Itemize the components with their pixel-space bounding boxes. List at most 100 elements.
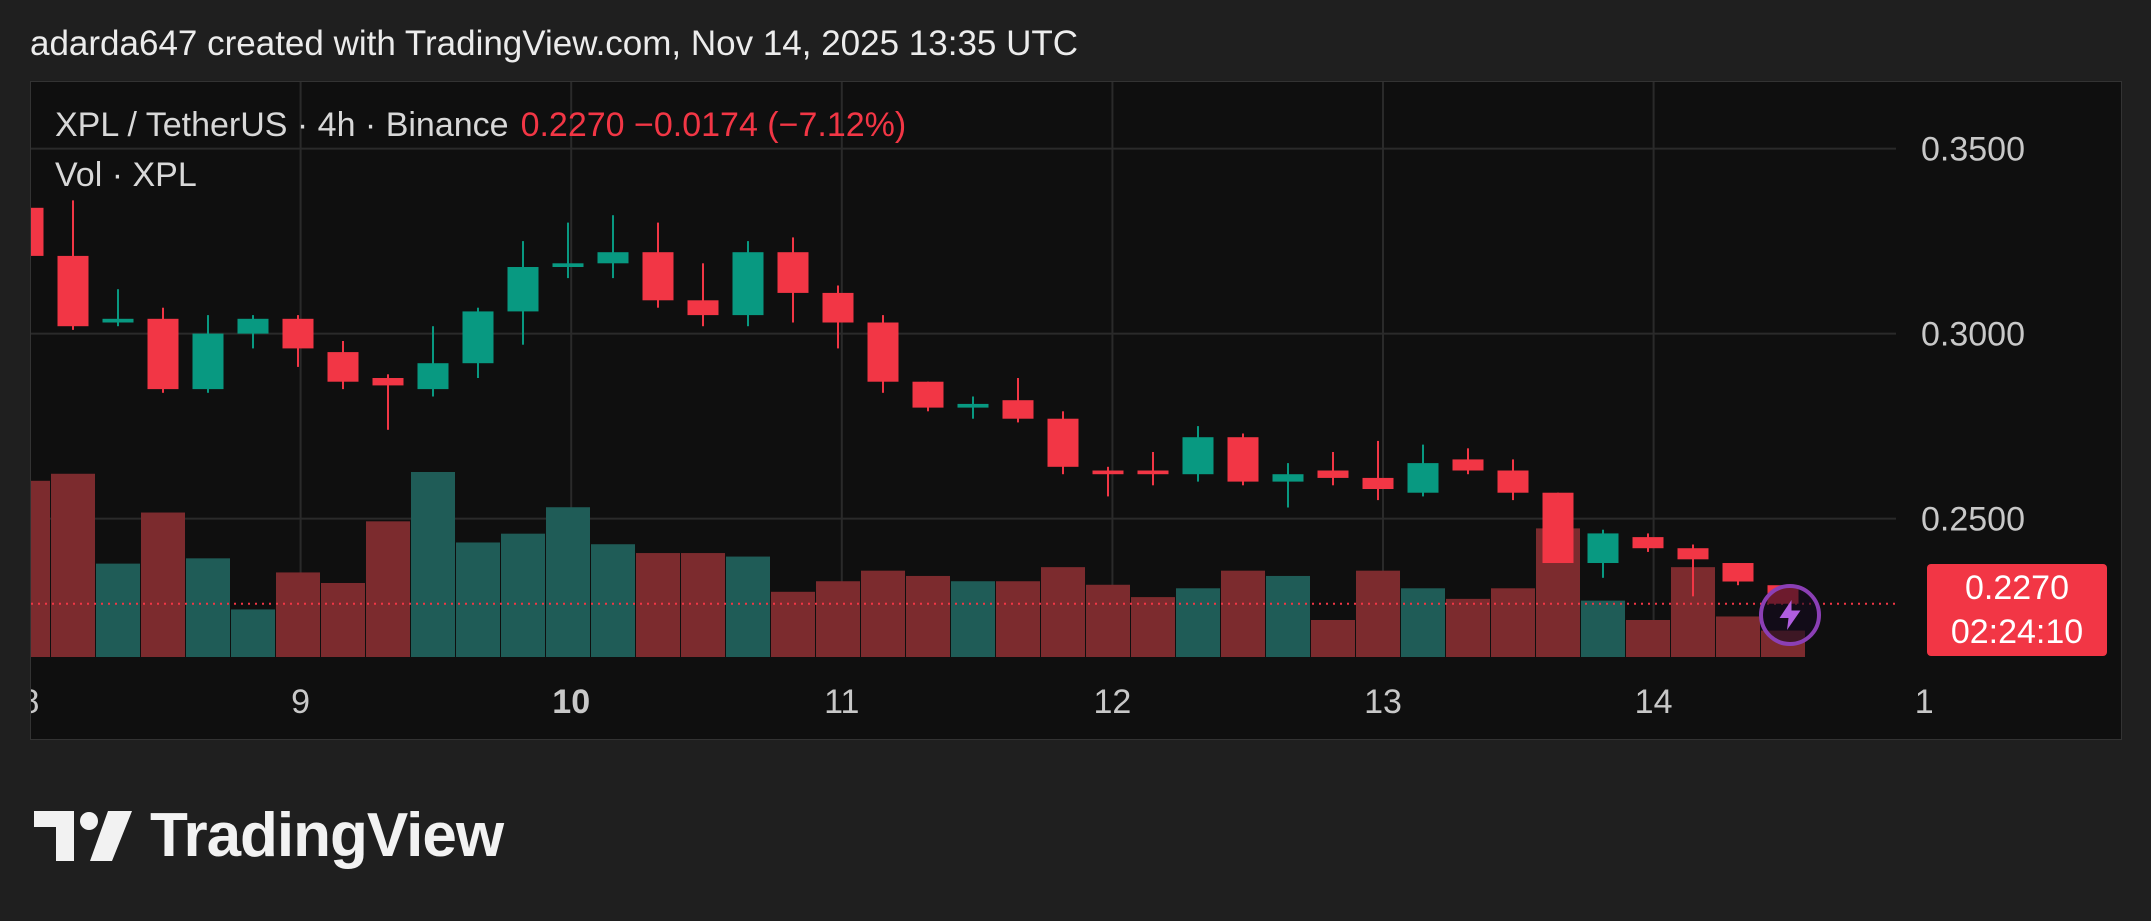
volume-bar (636, 553, 680, 657)
x-tick-label: 9 (291, 683, 310, 721)
candle-body (1137, 470, 1169, 475)
candle-body (1587, 533, 1619, 564)
volume-bar (591, 544, 635, 657)
candle-body (732, 252, 764, 316)
candle-body (1407, 463, 1439, 493)
volume-bar (1176, 588, 1220, 657)
candle-body (237, 318, 269, 334)
chart-caption: adarda647 created with TradingView.com, … (30, 24, 1079, 63)
x-tick-label: 13 (1364, 683, 1402, 721)
candle-body (57, 255, 89, 327)
y-tick-label: 0.2500 (1921, 501, 2025, 539)
x-tick-label: 11 (824, 683, 859, 721)
candle-body (1542, 492, 1574, 564)
candle-body (282, 318, 314, 349)
lightning-glyph (1779, 600, 1801, 630)
candle-body (1722, 563, 1754, 582)
volume-bar (231, 609, 275, 657)
volume-bar (501, 533, 545, 657)
candle-body (1182, 437, 1214, 475)
volume-bar (1716, 616, 1760, 657)
volume-bar (1041, 567, 1085, 657)
volume-bar (681, 553, 725, 657)
volume-bar (996, 581, 1040, 657)
volume-bar (906, 575, 950, 657)
x-tick-label: 10 (552, 683, 590, 721)
candle-body (1047, 418, 1079, 467)
volume-bar (771, 591, 815, 657)
volume-bar (1626, 620, 1670, 657)
candle-body (687, 300, 719, 316)
price-change: 0.2270 −0.0174 (−7.12%) (520, 106, 907, 144)
y-tick-label: 0.3500 (1921, 131, 2025, 169)
x-tick-label: 14 (1635, 683, 1673, 721)
candle-body (31, 207, 44, 256)
logo-text: TradingView (150, 801, 504, 870)
volume-bar (1086, 584, 1130, 657)
volume-bar (31, 480, 50, 657)
volume-bar (456, 542, 500, 657)
x-tick-label: 8 (31, 683, 39, 721)
candle-body (372, 378, 404, 386)
candle-body (1272, 474, 1304, 482)
last-price-value: 0.2270 (1965, 569, 2069, 607)
symbol-name[interactable]: XPL / TetherUS · 4h · Binance (55, 106, 509, 144)
grid (31, 82, 1896, 657)
volume-bar (951, 581, 995, 657)
candle-body (957, 403, 989, 408)
volume-bar (816, 581, 860, 657)
x-tick-label: 12 (1093, 683, 1131, 721)
y-tick-label: 0.3000 (1921, 316, 2025, 354)
candle-body (1092, 470, 1124, 475)
volume-bar (96, 563, 140, 657)
candle-body (1452, 459, 1484, 471)
volume-bar (51, 473, 95, 657)
candle-body (552, 263, 584, 268)
volume-bar (726, 556, 770, 657)
candle-body (192, 333, 224, 390)
last-price-badge: 0.2270 02:24:10 (1927, 564, 2107, 656)
volume-bar (1131, 597, 1175, 657)
volume-bar (141, 512, 185, 657)
volume-legend[interactable]: Vol · XPL (55, 156, 197, 194)
candle-body (1002, 400, 1034, 419)
candle-body (1317, 470, 1349, 478)
candle-body (1677, 548, 1709, 560)
candle-body (417, 363, 449, 390)
candle-body (507, 267, 539, 312)
volume-bar (1266, 575, 1310, 657)
candles (31, 200, 1799, 604)
candle-body (102, 318, 134, 323)
candle-body (912, 381, 944, 408)
candle-body (327, 352, 359, 382)
volume-bar (1491, 588, 1535, 657)
price-chart[interactable]: 0.3500 0.3000 0.2500 8 9 10 11 12 13 14 1 (31, 82, 2121, 739)
axis-labels: 0.3500 0.3000 0.2500 8 9 10 11 12 13 14 1 (31, 131, 2025, 721)
volume-bar (1446, 598, 1490, 657)
candle-body (642, 252, 674, 301)
candle-body (1227, 437, 1259, 482)
flash-icon[interactable] (1759, 584, 1821, 646)
x-tick-label: 1 (1915, 683, 1934, 721)
candle-body (867, 322, 899, 382)
symbol-legend: XPL / TetherUS · 4h · Binance 0.2270 −0.0… (55, 106, 906, 145)
volume-bar (186, 558, 230, 657)
volume-bar (1581, 600, 1625, 657)
candle-body (1632, 537, 1664, 549)
candle-body (147, 318, 179, 390)
chart-panel[interactable]: 0.3500 0.3000 0.2500 8 9 10 11 12 13 14 1 XPL / Te… (30, 81, 2122, 740)
candle-body (777, 252, 809, 293)
volume-bar (1356, 570, 1400, 657)
volume-bar (276, 572, 320, 657)
volume-bar (321, 583, 365, 657)
volume-bar (411, 472, 455, 657)
candle-body (462, 311, 494, 364)
volume-bar (1221, 570, 1265, 657)
candle-body (822, 292, 854, 323)
tradingview-logo-icon (34, 810, 132, 861)
candle-body (1497, 470, 1529, 493)
tradingview-logo[interactable]: TradingView (34, 800, 504, 871)
volume-bars (31, 472, 1805, 657)
volume-bar (861, 570, 905, 657)
volume-bar (1401, 588, 1445, 657)
